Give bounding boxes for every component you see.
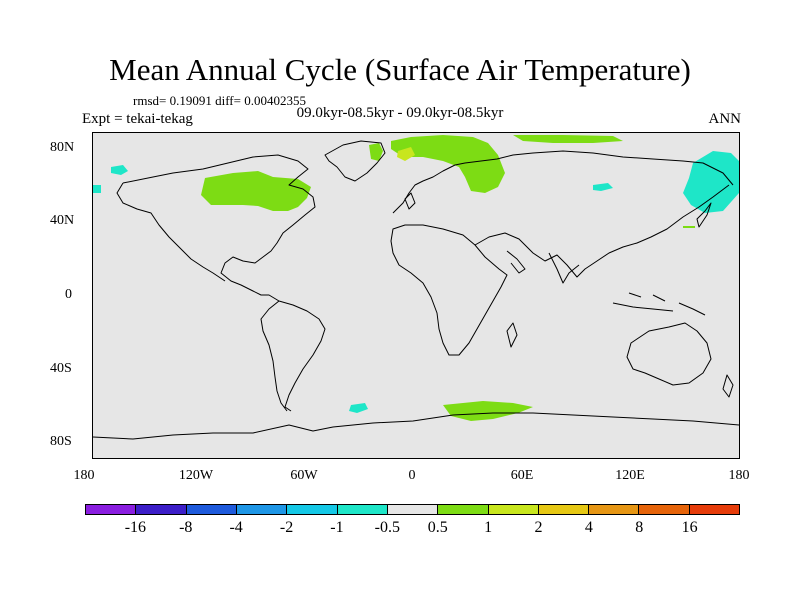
colorbar-swatch <box>136 505 187 514</box>
period-label: 09.0kyr-08.5kyr - 09.0kyr-08.5kyr <box>296 105 504 121</box>
colorbar-tick-label: -16 <box>124 519 147 536</box>
map-canvas <box>93 135 739 440</box>
colorbar-tick-label: 16 <box>681 519 698 536</box>
colorbar-swatch <box>639 505 690 514</box>
anomaly-region-svalbard <box>397 147 415 161</box>
colorbar-swatch <box>337 505 388 514</box>
anomaly-region-arctic-russia <box>391 135 505 193</box>
anomaly-region-small-pacific <box>683 226 695 228</box>
x-tick-label-60w: 60W <box>290 468 318 483</box>
colorbar-tick-label: -4 <box>229 519 243 536</box>
anomaly-region-bering <box>93 185 101 193</box>
x-tick-label-120w: 120W <box>178 468 214 483</box>
coastline-asia <box>474 184 730 278</box>
coastline-greenland <box>324 140 386 182</box>
anomaly-region-kamchatka <box>683 151 739 213</box>
anomaly-region-antarctica <box>443 401 533 421</box>
colorbar-swatch <box>538 505 590 514</box>
x-tick-label-60e: 60E <box>510 468 534 483</box>
coastline-arabia-india <box>506 250 580 284</box>
anomaly-region-arctic-siberia <box>513 135 623 143</box>
y-tick-label-40s: 40S <box>50 361 72 376</box>
colorbar-tick-label: 1 <box>484 519 493 536</box>
rmsd-diff-stats: rmsd= 0.19091 diff= 0.00402355 <box>133 93 306 108</box>
coastline-north-america <box>116 154 316 302</box>
negative-anomaly-regions <box>93 151 739 413</box>
coastline-new-zealand <box>722 374 734 398</box>
colorbar-swatch <box>86 505 137 514</box>
colorbar-tick-label: -2 <box>279 519 294 536</box>
colorbar-tick-label: -8 <box>179 519 193 536</box>
world-map-plot <box>92 132 740 459</box>
anomaly-region-greenland-coast <box>369 143 383 161</box>
colorbar-swatch <box>589 505 640 514</box>
colorbar-tick-label: 4 <box>584 519 593 536</box>
coastlines <box>93 140 739 440</box>
anomaly-region-alaska-patch <box>111 165 128 175</box>
colorbar-swatch <box>287 505 338 514</box>
coastline-madagascar <box>506 322 518 348</box>
colorbar-tick-label: 2 <box>534 519 543 536</box>
positive-anomaly-regions <box>201 135 695 421</box>
anomaly-region-east-siberia <box>593 183 613 191</box>
coastline-japan <box>696 202 712 228</box>
coastline-indonesia <box>612 292 706 316</box>
y-tick-label-0: 0 <box>65 287 72 302</box>
coastline-antarctica <box>93 412 739 440</box>
experiment-label: Expt = tekai-tekag <box>82 111 193 127</box>
season-label: ANN <box>708 111 742 127</box>
y-tick-label-40n: 40N <box>50 213 75 228</box>
colorbar-swatch <box>387 505 439 514</box>
colorbar-tick-label: -0.5 <box>374 519 400 536</box>
x-tick-label-180w: 180 <box>73 468 95 483</box>
x-tick-label-180e: 180 <box>728 468 750 483</box>
anomaly-region-north-america <box>201 171 311 211</box>
colorbar-swatch <box>438 505 489 514</box>
colorbar-tick-label: -1 <box>330 519 344 536</box>
map-title: Mean Annual Cycle (Surface Air Temperatu… <box>109 52 691 87</box>
y-tick-label-80n: 80N <box>50 140 75 155</box>
x-tick-label-120e: 120E <box>615 468 645 483</box>
colorbar-tick-label: 8 <box>635 519 644 536</box>
colorbar-swatch <box>186 505 237 514</box>
colorbar-swatch <box>488 505 539 514</box>
anomaly-region-south-atlantic <box>349 403 368 413</box>
coastline-south-america <box>260 300 326 412</box>
colorbar-swatch <box>689 505 740 514</box>
colorbar-tick-label: 0.5 <box>427 519 448 536</box>
coastline-australia <box>626 322 712 386</box>
y-tick-label-80s: 80S <box>50 434 72 449</box>
coastline-europe <box>392 150 734 214</box>
strong-positive-anomaly <box>397 147 415 161</box>
coastline-africa <box>390 224 508 356</box>
x-tick-label-0: 0 <box>408 468 416 483</box>
colorbar <box>85 504 740 515</box>
colorbar-swatch <box>236 505 288 514</box>
coastline-uk <box>404 192 416 210</box>
